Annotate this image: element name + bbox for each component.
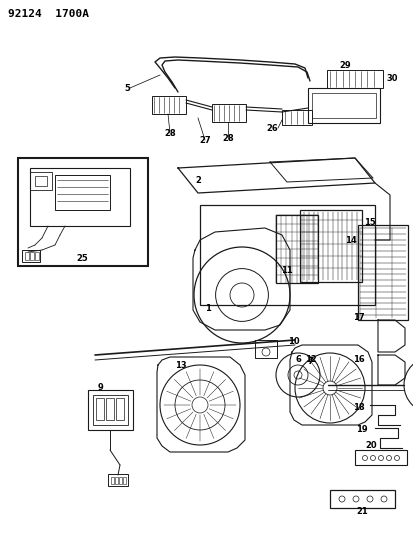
Bar [96,398,104,420]
Text: 26: 26 [266,124,277,133]
Bar [115,477,118,484]
Text: 6: 6 [294,356,300,365]
Bar [30,168,130,226]
Bar [108,474,128,486]
Text: 9: 9 [98,383,104,392]
Bar [329,490,394,508]
Text: 7: 7 [306,358,312,367]
Text: 5: 5 [124,84,130,93]
Bar [116,398,124,420]
Text: 28: 28 [164,128,176,138]
Text: 10: 10 [287,337,299,346]
Text: 18: 18 [353,402,364,411]
Bar [111,477,114,484]
Bar [326,70,382,88]
Text: 15: 15 [363,217,375,227]
Bar [307,88,379,123]
Text: 16: 16 [352,356,364,365]
Text: 28: 28 [222,133,233,142]
Bar [354,450,406,465]
Text: 2: 2 [195,175,200,184]
Bar [22,250,40,262]
Text: 17: 17 [353,313,364,322]
Bar [55,175,110,210]
Text: 92124  1700A: 92124 1700A [8,9,89,19]
Bar [35,176,47,186]
Text: 12: 12 [304,356,316,365]
Bar [30,172,52,190]
Text: 30: 30 [385,74,397,83]
Bar [123,477,126,484]
Text: 27: 27 [199,135,210,144]
Bar [299,210,361,282]
Text: 11: 11 [280,265,292,274]
Text: 25: 25 [76,254,88,262]
Text: 29: 29 [338,61,350,69]
Text: 14: 14 [344,236,356,245]
Bar [311,93,375,118]
Bar [35,252,39,260]
Bar [106,398,114,420]
Bar [88,390,133,430]
Text: 19: 19 [356,425,367,434]
Bar [254,340,276,358]
Text: 1: 1 [204,303,211,312]
Text: 13: 13 [175,361,186,370]
Text: 21: 21 [355,507,367,516]
Bar [357,225,407,320]
Text: 8: 8 [411,360,413,369]
Circle shape [322,381,336,395]
Text: 20: 20 [364,440,376,449]
Bar [93,395,128,425]
Bar [275,215,317,283]
Bar [199,205,374,305]
Bar [152,96,185,114]
Bar [30,252,34,260]
Bar [211,104,245,122]
Bar [119,477,122,484]
Bar [25,252,29,260]
Bar [18,158,147,266]
Bar [281,110,311,125]
